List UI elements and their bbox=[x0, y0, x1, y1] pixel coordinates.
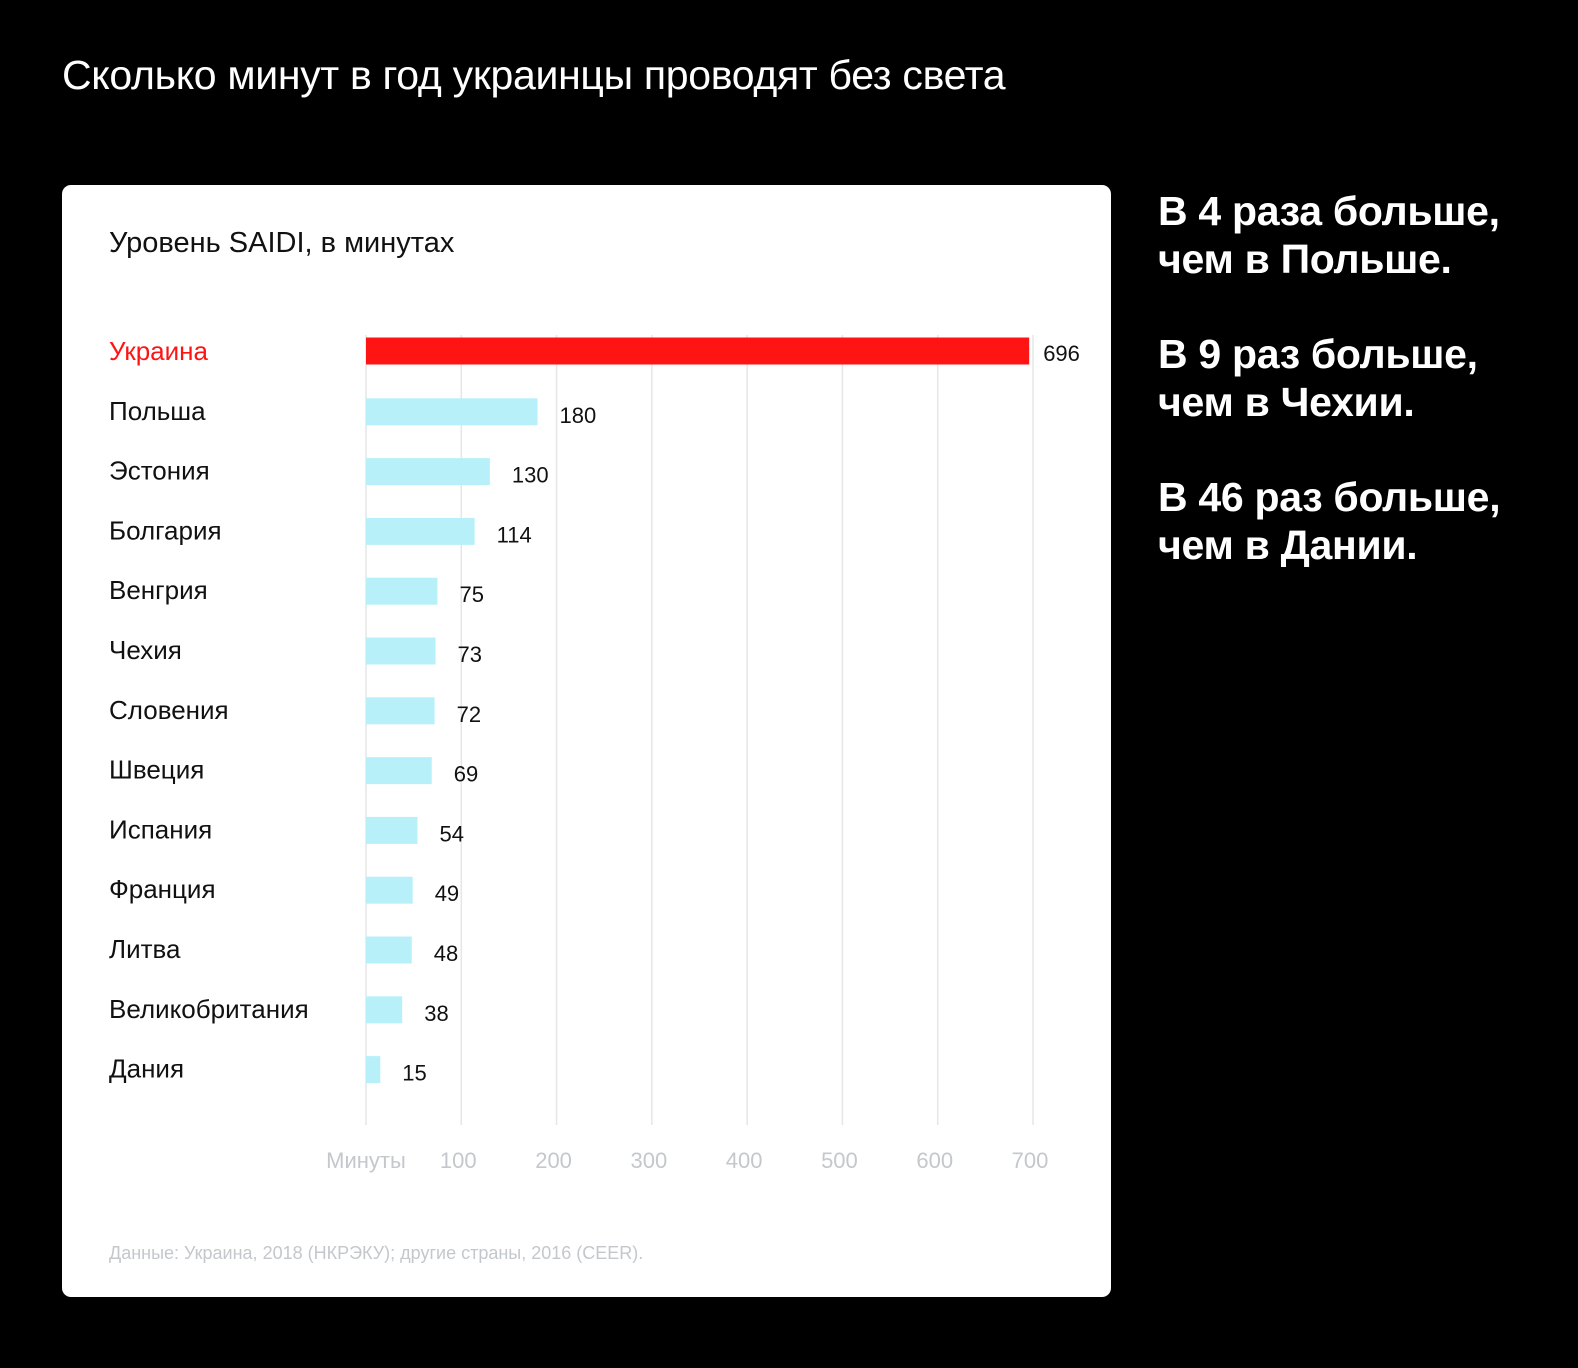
side-note-line: чем в Чехии. bbox=[1158, 379, 1415, 425]
category-label: Польша bbox=[109, 396, 206, 426]
x-axis-label: Минуты bbox=[326, 1148, 406, 1173]
bar bbox=[366, 517, 475, 545]
value-label: 75 bbox=[459, 582, 483, 607]
page-title: Сколько минут в год украинцы проводят бе… bbox=[62, 52, 1006, 98]
side-note-line: чем в Дании. bbox=[1158, 522, 1418, 568]
value-label: 49 bbox=[435, 881, 459, 906]
side-note-line: чем в Польше. bbox=[1158, 236, 1452, 282]
bar bbox=[366, 398, 538, 426]
value-label: 38 bbox=[424, 1001, 448, 1026]
category-label: Испания bbox=[109, 814, 212, 844]
category-label: Эстония bbox=[109, 456, 210, 486]
bar bbox=[366, 337, 1030, 365]
bar bbox=[366, 637, 436, 665]
side-note-1: В 4 раза больше, чем в Польше. bbox=[1158, 187, 1500, 283]
chart-card: Уровень SAIDI, в минутах Украина 696 Польш… bbox=[62, 185, 1111, 1297]
bar bbox=[366, 757, 432, 785]
side-note-line: В 46 раз больше, bbox=[1158, 474, 1501, 520]
category-label: Швеция bbox=[109, 755, 204, 785]
value-label: 48 bbox=[434, 941, 458, 966]
value-label: 73 bbox=[458, 642, 482, 667]
x-tick-label: 600 bbox=[916, 1148, 953, 1173]
category-label: Литва bbox=[109, 934, 181, 964]
chart-title: Уровень SAIDI, в минутах bbox=[109, 227, 455, 259]
x-tick-label: 500 bbox=[821, 1148, 858, 1173]
side-note-line: В 9 раз больше, bbox=[1158, 331, 1478, 377]
value-label: 69 bbox=[454, 762, 478, 787]
bar bbox=[366, 996, 403, 1024]
value-label: 114 bbox=[497, 522, 532, 547]
x-tick-label: 100 bbox=[440, 1148, 477, 1173]
category-label: Чехия bbox=[109, 635, 182, 665]
bar bbox=[366, 876, 413, 904]
source-note: Данные: Украина, 2018 (НКРЭКУ); другие с… bbox=[109, 1243, 644, 1263]
category-label: Украина bbox=[109, 336, 209, 366]
side-note-2: В 9 раз больше, чем в Чехии. bbox=[1158, 330, 1478, 426]
category-label: Болгария bbox=[109, 515, 222, 545]
value-label: 180 bbox=[560, 403, 597, 428]
x-tick-label: 300 bbox=[630, 1148, 667, 1173]
x-tick-label: 200 bbox=[535, 1148, 572, 1173]
category-label: Франция bbox=[109, 874, 216, 904]
bar-chart: Украина 696 Польша 180 Эстония 130 Болгария 114… bbox=[109, 335, 1080, 1173]
category-label: Дания bbox=[109, 1054, 184, 1084]
bar bbox=[366, 816, 418, 844]
x-tick-label: 700 bbox=[1012, 1148, 1049, 1173]
value-label: 54 bbox=[439, 821, 463, 846]
bar bbox=[366, 697, 435, 725]
category-label: Венгрия bbox=[109, 575, 208, 605]
value-label: 130 bbox=[512, 463, 549, 488]
side-note-3: В 46 раз больше, чем в Дании. bbox=[1158, 473, 1501, 569]
side-note-line: В 4 раза больше, bbox=[1158, 188, 1500, 234]
category-label: Великобритания bbox=[109, 994, 309, 1024]
x-tick-label: 400 bbox=[726, 1148, 763, 1173]
bar bbox=[366, 577, 438, 605]
bar bbox=[366, 936, 412, 964]
value-label: 696 bbox=[1043, 341, 1080, 366]
value-label: 72 bbox=[457, 702, 481, 727]
category-label: Словения bbox=[109, 695, 229, 725]
bar bbox=[366, 1056, 381, 1084]
bar bbox=[366, 458, 490, 486]
value-label: 15 bbox=[402, 1061, 426, 1086]
